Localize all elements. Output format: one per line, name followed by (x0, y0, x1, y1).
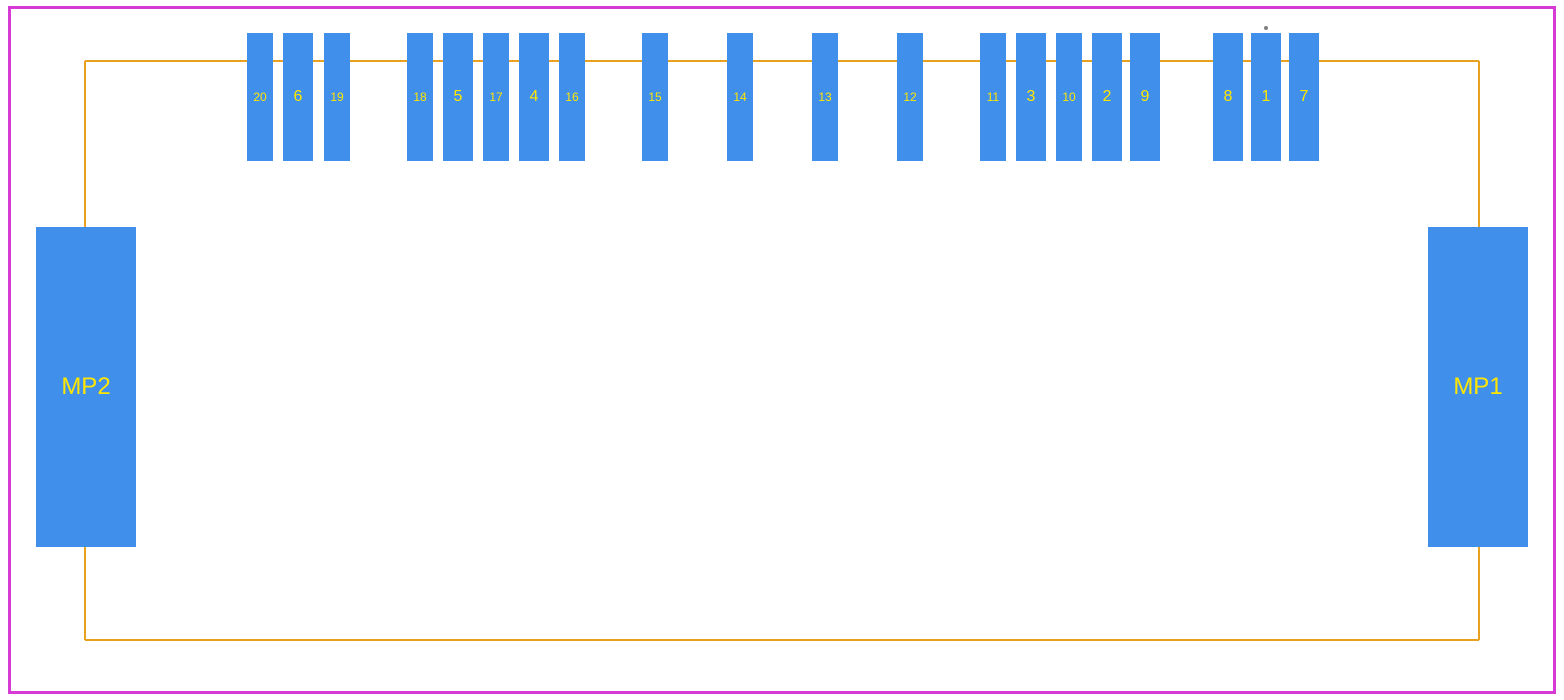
wire-right-lower (1478, 547, 1480, 640)
pad-pin: 4 (519, 33, 549, 161)
origin-dot (1264, 26, 1268, 30)
pad-label: 16 (565, 90, 578, 104)
pcb-footprint-canvas: MP2 MP1 2061918517416151413121131029817 (0, 0, 1564, 700)
pad-label: 19 (330, 90, 343, 104)
pad-pin: 14 (727, 33, 753, 161)
pad-pin: 18 (407, 33, 433, 161)
wire-bottom (85, 639, 1479, 641)
pad-label: 1 (1262, 88, 1271, 106)
pad-pin: 11 (980, 33, 1006, 161)
pad-label: 11 (987, 90, 999, 104)
pad-label: 7 (1300, 88, 1309, 106)
pad-label: 15 (648, 90, 661, 104)
pad-label: 9 (1141, 88, 1150, 106)
pad-label: 13 (818, 90, 831, 104)
pad-label: 20 (253, 90, 266, 104)
pad-pin: 15 (642, 33, 668, 161)
pad-pin: 19 (324, 33, 350, 161)
pad-pin: 3 (1016, 33, 1046, 161)
pad-label: 4 (530, 88, 539, 106)
pad-label: 18 (413, 90, 426, 104)
pad-mp2: MP2 (36, 227, 136, 547)
pad-pin: 6 (283, 33, 313, 161)
pad-label: 14 (733, 90, 746, 104)
pad-pin: 8 (1213, 33, 1243, 161)
wire-left-lower (84, 547, 86, 640)
pad-pin: 5 (443, 33, 473, 161)
pad-label: 12 (903, 90, 916, 104)
wire-right-upper (1478, 61, 1480, 227)
pad-pin: 13 (812, 33, 838, 161)
pad-label: 17 (489, 90, 502, 104)
pad-pin: 7 (1289, 33, 1319, 161)
outer-frame (8, 6, 1556, 694)
pad-pin: 17 (483, 33, 509, 161)
pad-pin: 10 (1056, 33, 1082, 161)
wire-left-upper (84, 61, 86, 227)
pad-pin: 9 (1130, 33, 1160, 161)
pad-label: 3 (1027, 88, 1036, 106)
pad-label: 8 (1224, 88, 1233, 106)
pad-mp1: MP1 (1428, 227, 1528, 547)
pad-label: 10 (1062, 90, 1075, 104)
pad-pin: 1 (1251, 33, 1281, 161)
pad-pin: 2 (1092, 33, 1122, 161)
pad-label: 2 (1103, 88, 1112, 106)
pad-label: MP2 (61, 373, 110, 401)
pad-label: 5 (454, 88, 463, 106)
pad-label: 6 (294, 88, 303, 106)
pad-pin: 16 (559, 33, 585, 161)
pad-label: MP1 (1453, 373, 1502, 401)
pad-pin: 12 (897, 33, 923, 161)
pad-pin: 20 (247, 33, 273, 161)
